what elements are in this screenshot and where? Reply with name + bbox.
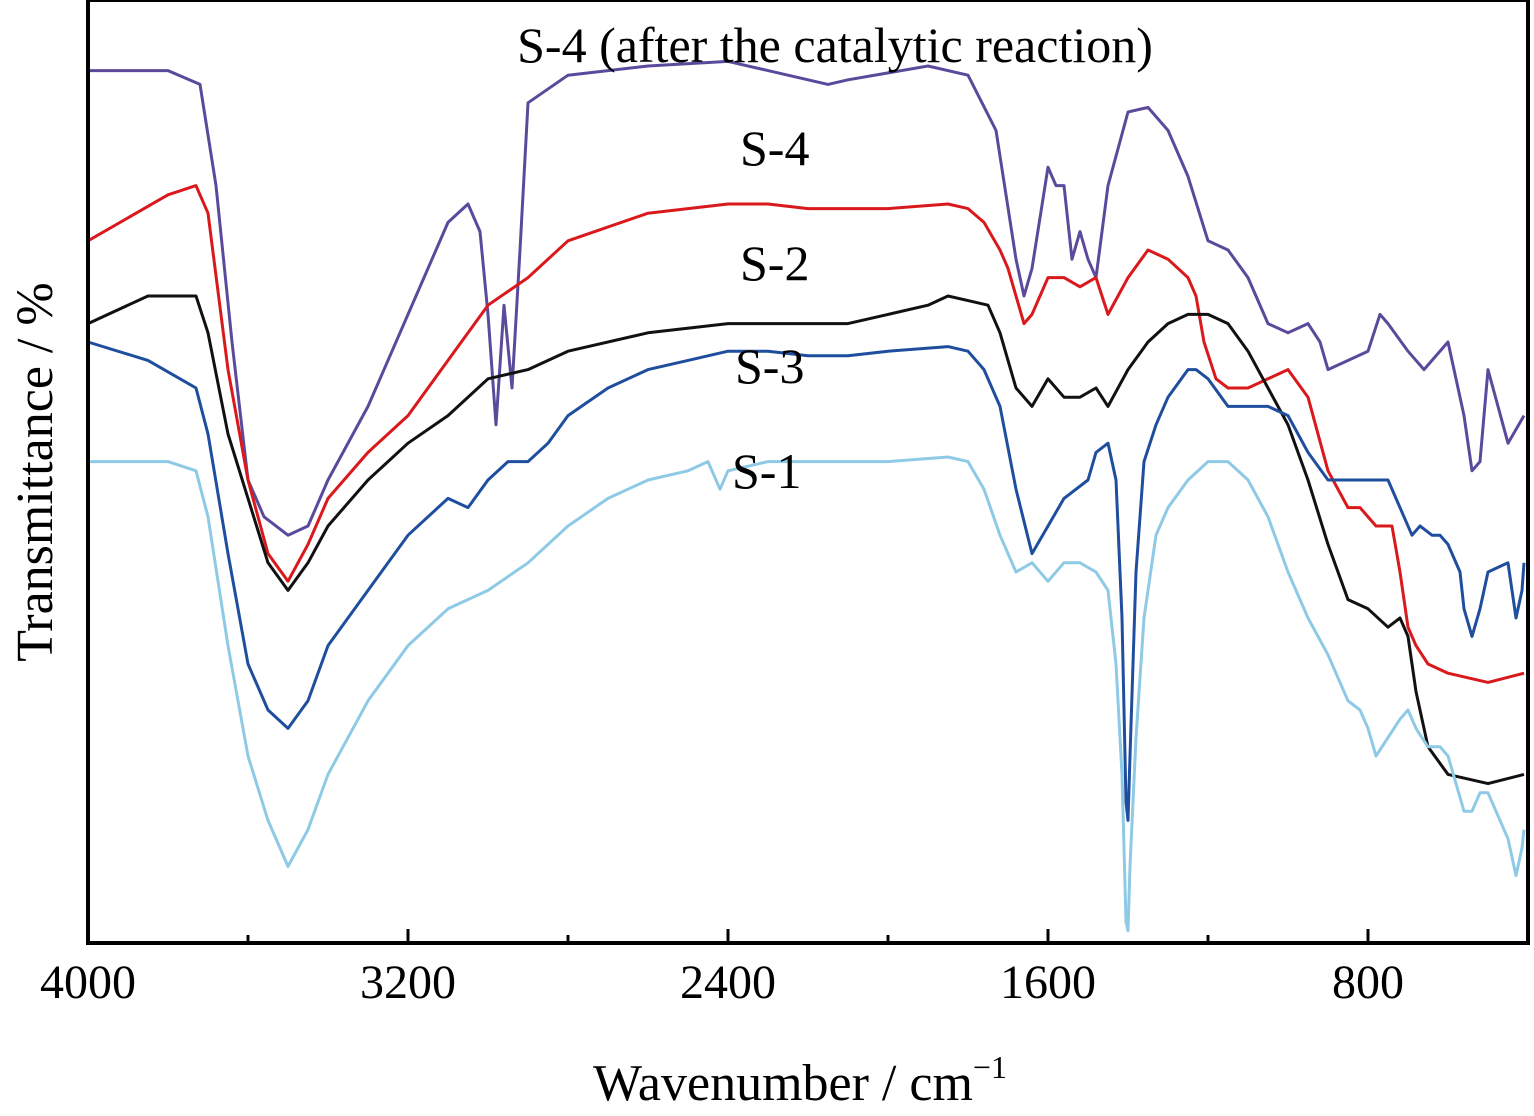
x-tick-label: 800	[1332, 956, 1404, 1009]
x-tick-label: 4000	[40, 956, 136, 1009]
label-s1: S-1	[732, 443, 801, 499]
x-axis-title-superscript: −1	[973, 1049, 1007, 1085]
annotation-layer: S-4 (after the catalytic reaction) S-4 S…	[517, 17, 1153, 499]
x-axis-title: Wavenumber / cm−1	[593, 1049, 1007, 1112]
series-line-s-1	[88, 455, 1526, 933]
x-axis-title-main: Wavenumber / cm	[593, 1055, 973, 1112]
label-s4: S-4	[740, 120, 809, 176]
x-tick-label: 3200	[360, 956, 456, 1009]
label-s3: S-3	[735, 338, 804, 394]
series-line-s-4	[87, 184, 1525, 684]
y-axis-title: Transmittance / %	[7, 282, 64, 661]
series-line-s-4-after-the-catalytic-reaction	[88, 59, 1526, 537]
plot-frame	[86, 0, 1530, 945]
label-s2: S-2	[740, 235, 809, 291]
x-tick-label: 1600	[1000, 956, 1096, 1009]
label-s4-after: S-4 (after the catalytic reaction)	[517, 17, 1153, 73]
series-layer	[87, 59, 1526, 933]
x-tick-label: 2400	[680, 956, 776, 1009]
ticks-layer: 4000 3200 2400 1600 800	[40, 929, 1404, 1009]
series-line-s-2	[87, 294, 1525, 786]
series-line-s-3	[87, 340, 1526, 822]
